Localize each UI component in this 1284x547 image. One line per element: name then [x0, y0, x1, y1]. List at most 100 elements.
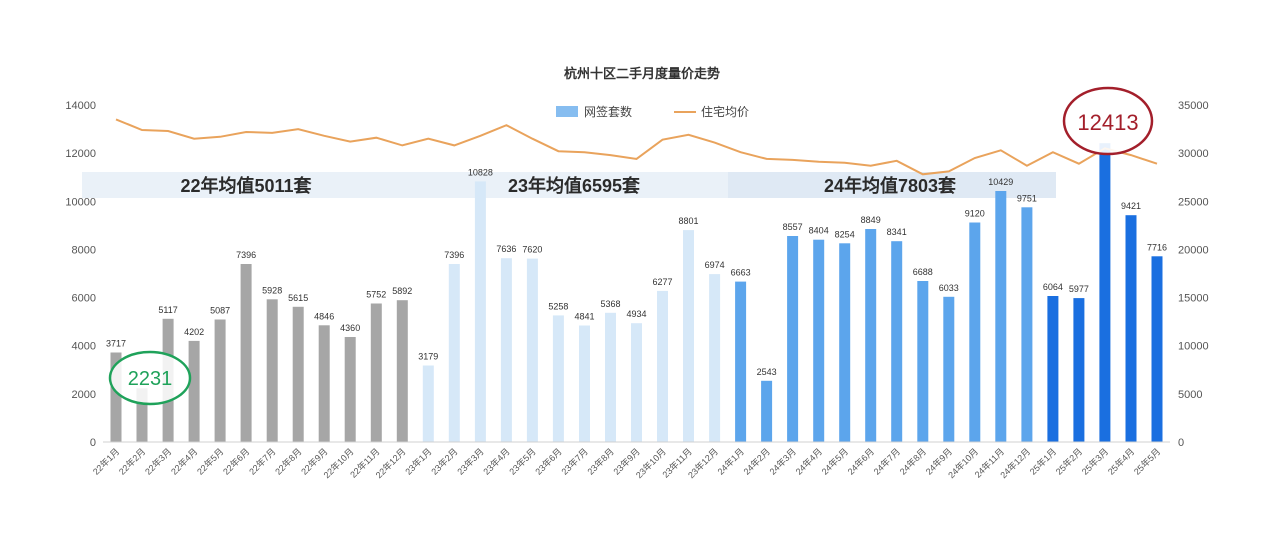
bar-value-label: 5368 [600, 299, 620, 309]
bar [370, 303, 382, 442]
y2-tick-label: 25000 [1178, 196, 1209, 208]
bar [865, 229, 877, 442]
x-tick-label: 22年7月 [246, 446, 277, 477]
bar [1099, 143, 1111, 442]
average-band [82, 172, 420, 198]
bar-value-label: 5117 [158, 305, 177, 315]
bar-value-label: 7396 [236, 250, 256, 260]
bar [266, 299, 278, 442]
min-highlight-label: 2231 [128, 368, 173, 390]
bar-value-label: 5258 [548, 301, 568, 311]
bar-value-label: 8404 [809, 226, 829, 236]
y-tick-label: 10000 [65, 196, 96, 208]
x-tick-label: 23年1月 [403, 446, 434, 477]
y2-tick-label: 30000 [1178, 148, 1209, 160]
bar-value-label: 5752 [366, 290, 386, 300]
bar-value-label: 4360 [340, 323, 360, 333]
bar [500, 258, 512, 442]
x-tick-label: 24年3月 [767, 446, 798, 477]
bar [188, 340, 200, 442]
average-label: 22年均值5011套 [180, 175, 311, 196]
bar [657, 290, 668, 442]
x-tick-label: 22年4月 [168, 446, 199, 477]
min-highlight-circle [108, 350, 192, 406]
bar [943, 296, 955, 442]
x-tick-label: 23年7月 [559, 446, 590, 477]
bar [995, 191, 1007, 442]
x-tick-label: 25年2月 [1053, 446, 1084, 477]
bar [917, 281, 929, 442]
bar [969, 222, 981, 442]
average-label: 24年均值7803套 [824, 175, 956, 196]
y2-tick-label: 0 [1178, 437, 1184, 449]
x-tick-label: 25年5月 [1131, 446, 1162, 477]
bar-value-label: 5615 [288, 293, 308, 303]
bar-value-label: 8341 [887, 227, 907, 237]
y2-tick-label: 5000 [1178, 389, 1202, 401]
y2-tick-label: 10000 [1178, 341, 1209, 353]
bar-value-label: 4846 [314, 311, 334, 321]
bar [787, 236, 799, 442]
x-tick-label: 25年3月 [1079, 446, 1110, 477]
x-tick-label: 23年4月 [481, 446, 512, 477]
bar [1047, 296, 1059, 442]
x-tick-label: 22年5月 [194, 446, 225, 477]
x-tick-label: 24年6月 [845, 446, 876, 477]
bar [605, 312, 616, 442]
x-tick-label: 23年8月 [585, 446, 616, 477]
bar [1021, 207, 1033, 442]
x-tick-label: 25年1月 [1027, 446, 1058, 477]
bar [474, 181, 486, 442]
bar [735, 281, 747, 442]
y-tick-label: 8000 [72, 244, 96, 256]
bar [839, 243, 851, 442]
bar [240, 264, 252, 442]
max-highlight-circle [1062, 86, 1154, 156]
bar [683, 230, 694, 442]
bar-value-label: 9120 [965, 209, 985, 219]
price-line [115, 118, 1158, 176]
bar [110, 352, 122, 442]
bar [813, 239, 825, 442]
x-tick-label: 22年3月 [142, 446, 173, 477]
bar [552, 315, 564, 442]
y2-tick-label: 15000 [1178, 293, 1209, 305]
bar [396, 300, 408, 442]
average-band [420, 172, 728, 198]
x-tick-label: 22年8月 [272, 446, 303, 477]
bar-value-label: 5892 [392, 286, 412, 296]
bar-value-label: 5087 [210, 306, 230, 316]
bar-value-label: 8557 [783, 222, 803, 232]
x-tick-label: 22年6月 [220, 446, 251, 477]
y-tick-label: 14000 [65, 100, 96, 112]
x-tick-label: 24年1月 [715, 446, 746, 477]
x-tick-label: 23年3月 [455, 446, 486, 477]
x-tick-label: 24年8月 [897, 446, 928, 477]
bar-value-label: 6277 [652, 277, 672, 287]
y-tick-label: 6000 [72, 293, 96, 305]
bar [422, 365, 434, 442]
bar [292, 306, 304, 442]
bar-value-label: 8254 [835, 229, 855, 239]
legend-swatch-bars [556, 106, 578, 117]
chart-title: 杭州十区二手月度量价走势 [564, 66, 720, 81]
average-label: 23年均值6595套 [508, 175, 640, 196]
x-tick-label: 24年2月 [741, 446, 772, 477]
bar [709, 274, 721, 442]
y2-tick-label: 20000 [1178, 244, 1209, 256]
bar-value-label: 10429 [988, 177, 1013, 187]
bar-value-label: 5977 [1069, 284, 1089, 294]
bar-value-label: 3179 [418, 352, 438, 362]
bar-value-label: 6974 [705, 260, 725, 270]
bar [1073, 298, 1085, 442]
bar-value-label: 7636 [496, 244, 516, 254]
x-tick-label: 23年2月 [429, 446, 460, 477]
bar [579, 325, 590, 442]
y-tick-label: 12000 [65, 148, 96, 160]
bar-value-label: 6033 [939, 283, 959, 293]
x-tick-label: 25年4月 [1105, 446, 1136, 477]
bar [318, 325, 330, 442]
bar [1151, 256, 1163, 442]
